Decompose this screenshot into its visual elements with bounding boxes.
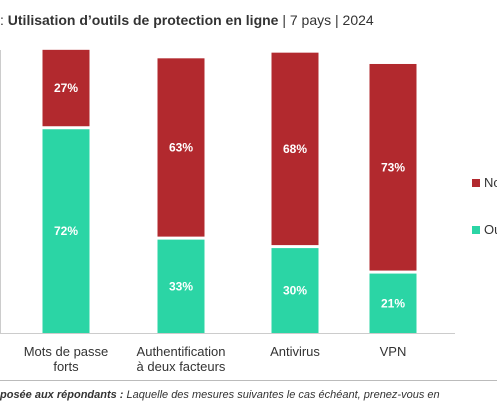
legend-label: No [484, 175, 497, 190]
data-label-oui: 33% [169, 279, 193, 293]
footer-divider [0, 380, 497, 381]
data-label-non: 68% [283, 142, 307, 156]
category-label: Antivirus [270, 344, 320, 359]
bar-non [42, 49, 90, 127]
data-label-oui: 30% [283, 284, 307, 298]
title-suffix: | 7 pays | 2024 [278, 12, 374, 28]
bar-oui [369, 273, 417, 333]
chart-title: : Utilisation d’outils de protection en … [0, 11, 374, 29]
legend-swatch [472, 226, 480, 234]
bar-non [369, 63, 417, 271]
data-label-oui: 21% [381, 296, 405, 310]
legend-label: Ou [484, 222, 497, 237]
data-label-oui: 72% [54, 224, 78, 238]
data-label-non: 73% [381, 160, 405, 174]
title-main: Utilisation d’outils de protection en li… [7, 12, 279, 28]
footer-question-text: Laquelle des mesures suivantes le cas éc… [123, 389, 440, 401]
title-prefix: : [0, 12, 8, 28]
legend-swatch [472, 179, 480, 187]
data-label-non: 27% [54, 81, 78, 95]
bar-oui [42, 129, 90, 333]
category-label: à deux facteurs [137, 359, 226, 374]
footer-question: posée aux répondants : Laquelle des mesu… [0, 388, 440, 402]
category-label: Mots de passe [24, 344, 109, 359]
category-label: forts [53, 359, 79, 374]
category-label: Authentification [137, 344, 226, 359]
bar-oui [157, 239, 205, 333]
footer-question-label: posée aux répondants : [0, 389, 124, 401]
stacked-bar-chart: 72% 27% 33% 63% 30% 68% 21% 73% Mots de passefo… [0, 49, 497, 374]
bar-non [157, 58, 205, 237]
bar-non [271, 52, 319, 246]
category-label: VPN [380, 344, 407, 359]
bar-oui [271, 248, 319, 333]
data-label-non: 63% [169, 140, 193, 154]
